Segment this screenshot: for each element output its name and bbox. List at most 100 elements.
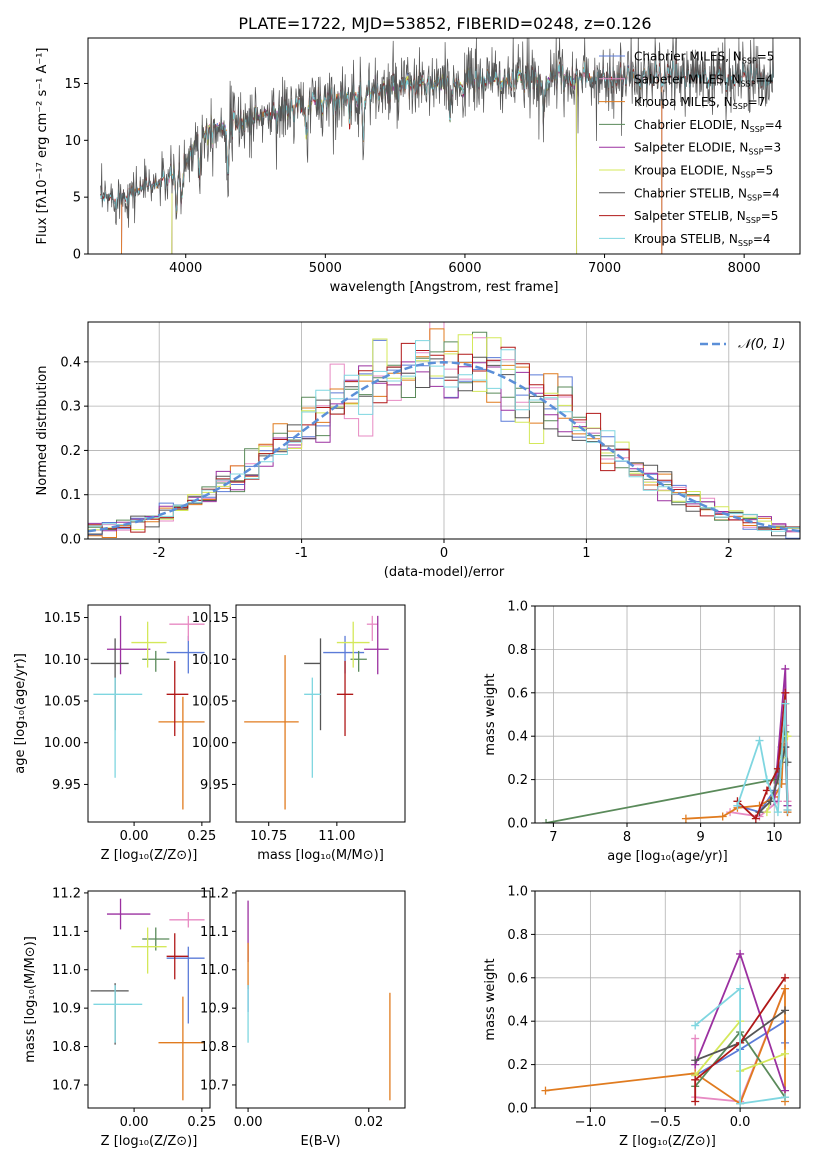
y-tick-label: 5 xyxy=(73,191,81,206)
legend-subscript: SSP xyxy=(746,216,761,225)
series-kroupa-stelib xyxy=(733,699,792,817)
y-tick-label: 10.7 xyxy=(52,1078,81,1093)
y-tick-label: 10.10 xyxy=(44,653,81,668)
x-tick-label: 0.00 xyxy=(120,829,149,844)
axes-frame: 7 8 9 10 0.0 0.2 0.4 0.6 0.8 1.0 age [log₁₀(age/yr… xyxy=(483,600,801,864)
errorbar-point xyxy=(166,933,189,980)
x-axis-label: wavelength [Angstrom, rest frame] xyxy=(330,280,559,295)
axes-box xyxy=(534,890,801,1109)
axes-frame: −1.0 −0.5 0.0 0.0 0.2 0.4 0.6 0.8 1.0 Z [log₁₀(Z/… xyxy=(483,885,801,1149)
y-tick-label: 10.00 xyxy=(44,736,81,751)
y-tick-label: 0.4 xyxy=(507,1015,528,1030)
series-marker xyxy=(762,786,771,795)
series-marker xyxy=(691,1034,700,1043)
legend-text: Salpeter STELIB, N xyxy=(634,209,746,223)
x-tick-label: 0 xyxy=(440,546,448,561)
y-tick-label: 0.2 xyxy=(507,1058,528,1073)
errorbar-point xyxy=(93,985,143,1043)
legend-count: =5 xyxy=(757,50,775,64)
x-tick-label: −1.0 xyxy=(575,1115,607,1130)
y-tick-label: 0 xyxy=(73,248,81,263)
y-tick-label: 10.8 xyxy=(52,1040,81,1055)
x-tick-label: 0.02 xyxy=(354,1115,383,1130)
errorbar-point xyxy=(166,660,189,737)
errorbar-point xyxy=(169,912,205,928)
axes-box xyxy=(534,605,801,824)
series-marker xyxy=(681,814,690,823)
legend-text: Chabrier STELIB, N xyxy=(634,186,747,200)
series-marker xyxy=(762,808,771,817)
series-marker xyxy=(781,1006,790,1015)
y-tick-label: 0.6 xyxy=(507,971,528,986)
legend-count: =3 xyxy=(763,141,781,155)
histogram-step xyxy=(88,331,800,530)
errorbar-point xyxy=(244,655,299,810)
x-tick-label: -2 xyxy=(153,546,166,561)
axes-box xyxy=(235,890,406,1109)
plot-area xyxy=(542,664,792,823)
legend-text: Chabrier MILES, N xyxy=(634,50,742,64)
errorbar-point xyxy=(90,983,129,1045)
legend-count: =5 xyxy=(761,209,779,223)
errorbar-point xyxy=(131,621,167,668)
legend: 𝒩(0, 1) xyxy=(700,337,785,352)
y-tick-label: 15 xyxy=(64,77,81,92)
errorbar-point xyxy=(364,615,389,675)
axes-box xyxy=(87,604,211,823)
y-tick-label: 10.05 xyxy=(44,694,81,709)
y-tick-label: 11.0 xyxy=(200,963,229,978)
plot-area xyxy=(247,900,391,1101)
series-line xyxy=(736,703,789,813)
axes-frame: 0.00 0.25 9.95 10.00 10.05 10.10 10.15 Z [log₁₀… xyxy=(13,604,216,863)
y-tick-label: 0.8 xyxy=(507,643,528,658)
axes-box xyxy=(87,890,211,1109)
series-marker xyxy=(736,984,745,993)
x-tick-label: 8 xyxy=(623,830,631,845)
y-tick-label: 0.0 xyxy=(507,817,528,832)
axes-frame: -2 -1 0 1 2 0.0 0.1 0.2 0.3 0.4 (data-model)/error… xyxy=(35,321,801,580)
errorbar-point xyxy=(336,660,354,737)
y-tick-label: 0.6 xyxy=(507,686,528,701)
series-marker xyxy=(736,949,745,958)
legend-label: Salpeter ELODIE, NSSP=3 xyxy=(634,141,781,157)
series-marker xyxy=(541,1086,550,1095)
x-axis-label: Z [log₁₀(Z/Z⊙)] xyxy=(619,1134,716,1149)
legend-label: Chabrier STELIB, NSSP=4 xyxy=(634,186,780,202)
legend-subscript: SSP xyxy=(748,148,763,157)
legend-label: Salpeter STELIB, NSSP=5 xyxy=(634,209,778,225)
plot-age_vs_Z: 0.00 0.25 9.95 10.00 10.05 10.10 10.15 Z [log₁₀… xyxy=(13,604,216,863)
errorbar-point xyxy=(166,635,205,674)
x-axis-label: age [log₁₀(age/yr)] xyxy=(607,849,728,864)
series-marker xyxy=(751,814,760,823)
y-axis-label: Flux [fλ10⁻¹⁷ erg cm⁻² s⁻¹ A⁻¹] xyxy=(35,48,50,245)
y-axis-label: mass weight xyxy=(483,673,498,755)
legend-subscript: SSP xyxy=(741,171,756,180)
series-line xyxy=(694,977,786,1102)
legend-count: =4 xyxy=(756,72,774,86)
x-tick-label: -1 xyxy=(295,546,308,561)
x-tick-label: 8000 xyxy=(728,261,761,276)
x-axis-label: mass [log₁₀(M/M⊙)] xyxy=(257,848,384,863)
series-marker xyxy=(781,688,790,697)
plot-area xyxy=(541,949,790,1108)
y-tick-label: 11.1 xyxy=(200,925,229,940)
x-axis-label: (data-model)/error xyxy=(384,565,505,580)
y-tick-label: 10.9 xyxy=(200,1002,229,1017)
legend-count: =4 xyxy=(762,186,780,200)
series-marker xyxy=(733,801,742,810)
x-tick-label: −0.5 xyxy=(649,1115,681,1130)
legend-count: =5 xyxy=(756,164,774,178)
y-tick-label: 11.1 xyxy=(52,925,81,940)
x-axis-label: Z [log₁₀(Z/Z⊙)] xyxy=(101,848,198,863)
plot-area xyxy=(100,38,774,254)
y-tick-label: 10.10 xyxy=(192,653,229,668)
series-line xyxy=(694,986,786,1105)
series-marker xyxy=(542,819,551,823)
y-tick-label: 0.3 xyxy=(60,400,81,415)
series-marker xyxy=(762,775,771,784)
legend-text: Salpeter ELODIE, N xyxy=(634,141,748,155)
y-tick-label: 9.95 xyxy=(200,778,229,793)
series-marker xyxy=(783,732,792,741)
legend-count: =7 xyxy=(748,95,766,109)
axes-frame: 4000 5000 6000 7000 8000 0 5 10 15 wavelength [An… xyxy=(35,37,801,295)
